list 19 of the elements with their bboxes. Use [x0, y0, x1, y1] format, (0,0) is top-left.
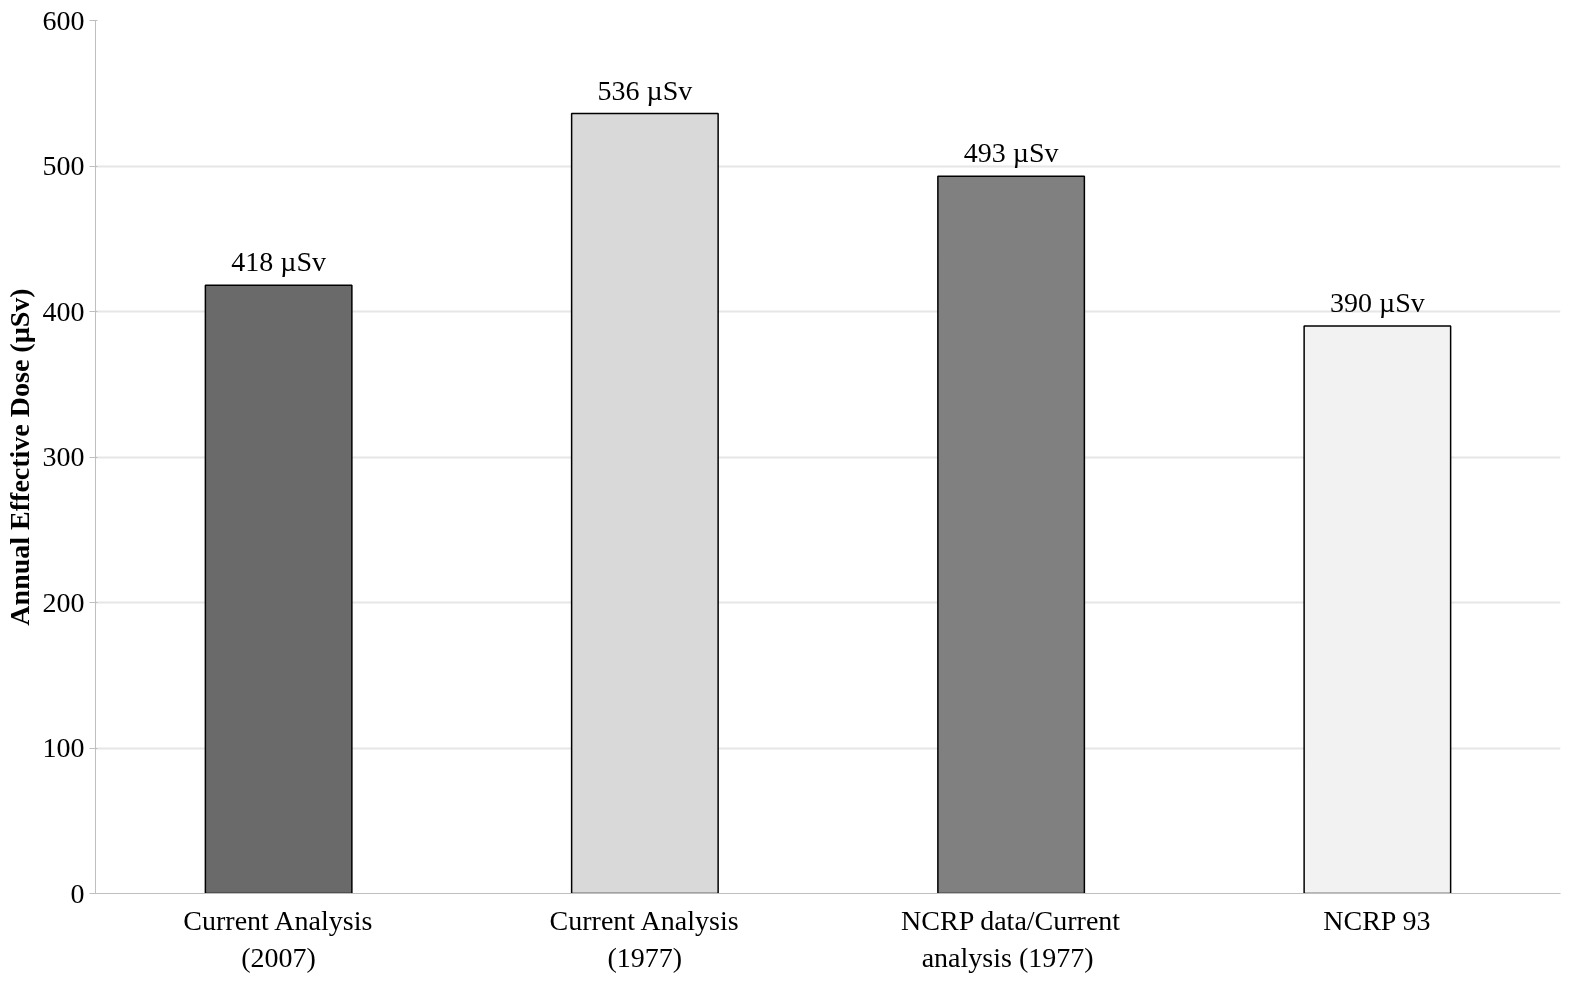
data-label: 493 µSv: [963, 137, 1059, 169]
x-tick-label: Current Analysis (2007): [183, 904, 373, 973]
y-tick-label: 100: [42, 732, 85, 763]
bar: [937, 175, 1086, 894]
y-tick-label: 400: [42, 295, 85, 327]
data-label: 418 µSv: [231, 246, 326, 278]
y-axis-title: Annual Effective Dose (µSv): [3, 288, 35, 626]
y-tick-label: 500: [42, 150, 85, 181]
bar: [570, 112, 719, 894]
y-tick-label: 600: [42, 4, 85, 36]
data-label: 390 µSv: [1330, 287, 1425, 319]
y-tick-label: 200: [42, 586, 85, 618]
x-tick-label: NCRP data/Current analysis (1977): [901, 904, 1121, 973]
x-tick-label: NCRP 93: [1323, 904, 1431, 936]
data-label: 536 µSv: [597, 74, 693, 106]
y-tick-label: 0: [70, 877, 85, 909]
bar: [204, 284, 353, 894]
x-tick-label: Current Analysis (1977): [549, 904, 739, 973]
y-tick-label: 300: [42, 441, 85, 472]
